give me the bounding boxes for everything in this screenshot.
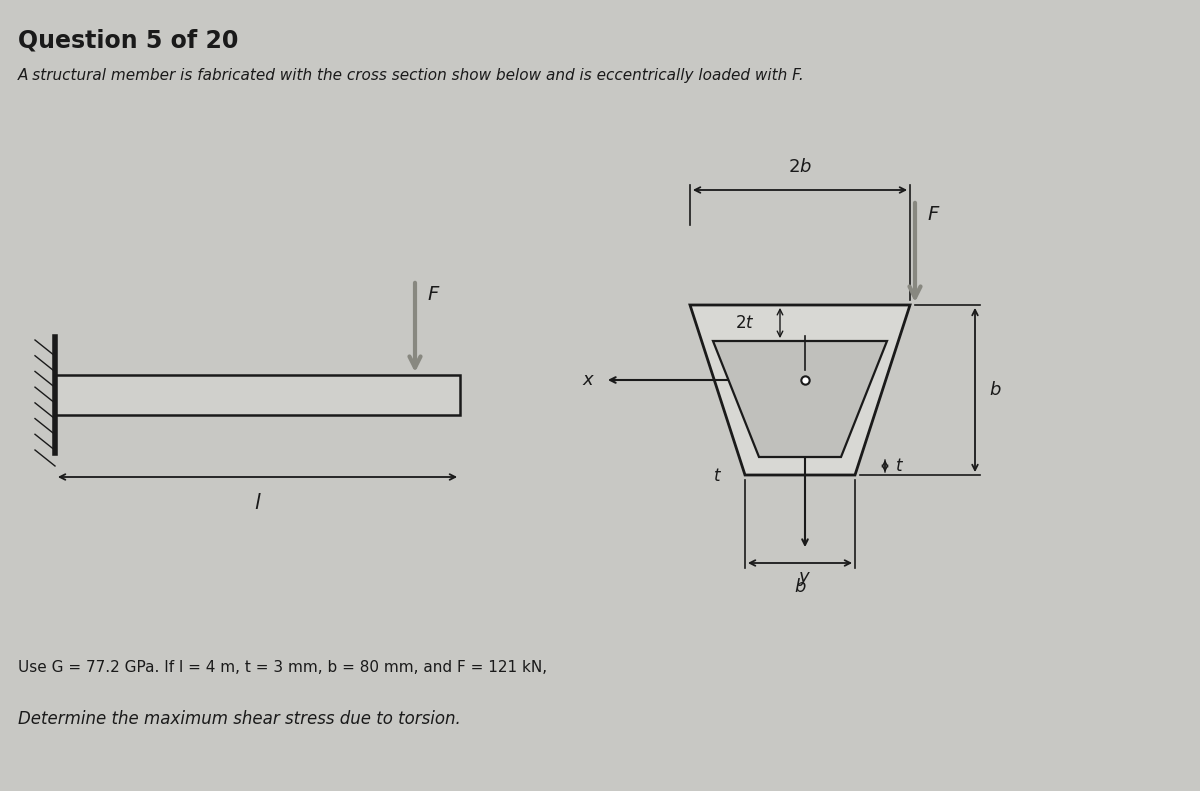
Polygon shape (55, 375, 460, 415)
Text: $l$: $l$ (253, 493, 262, 513)
Text: Use G = 77.2 GPa. If l = 4 m, t = 3 mm, b = 80 mm, and F = 121 kN,: Use G = 77.2 GPa. If l = 4 m, t = 3 mm, … (18, 660, 547, 675)
Polygon shape (713, 341, 887, 457)
Text: $y$: $y$ (798, 570, 811, 588)
Polygon shape (690, 305, 910, 475)
Text: $2b$: $2b$ (788, 158, 812, 176)
Text: $b$: $b$ (989, 381, 1002, 399)
Text: $t$: $t$ (713, 467, 722, 485)
Text: $x$: $x$ (582, 371, 595, 389)
Text: $F$: $F$ (427, 285, 440, 304)
Text: Question 5 of 20: Question 5 of 20 (18, 28, 239, 52)
Text: Determine the maximum shear stress due to torsion.: Determine the maximum shear stress due t… (18, 710, 461, 728)
Text: $b$: $b$ (793, 578, 806, 596)
Text: $2t$: $2t$ (736, 314, 755, 332)
Text: $F$: $F$ (928, 205, 941, 224)
Text: A structural member is fabricated with the cross section show below and is eccen: A structural member is fabricated with t… (18, 68, 805, 83)
Text: $t$: $t$ (895, 457, 904, 475)
